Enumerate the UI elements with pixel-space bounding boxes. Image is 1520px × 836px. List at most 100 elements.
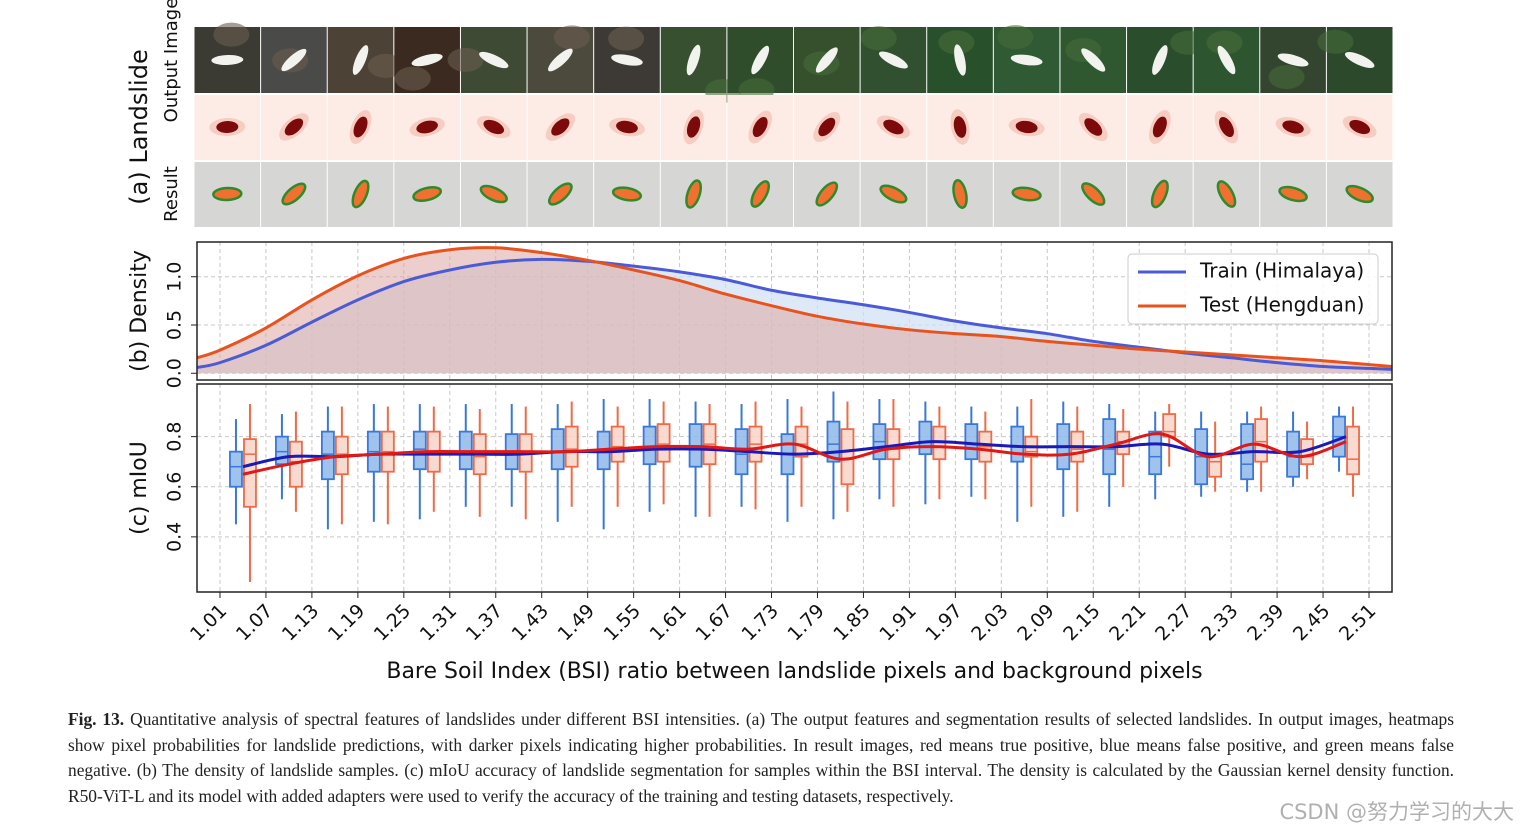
- x-tick-label: 2.03: [967, 600, 1012, 645]
- result-blob: [952, 178, 968, 210]
- result-blob: [815, 181, 839, 207]
- x-tick-label: 1.55: [600, 600, 645, 645]
- result-blob: [1278, 185, 1308, 203]
- result-blob: [1345, 184, 1374, 204]
- texture: [608, 26, 645, 51]
- heat-blob: [1015, 120, 1038, 134]
- x-tick-label: 2.39: [1243, 600, 1288, 645]
- landslide-scar: [954, 44, 966, 76]
- landslide-scar: [479, 51, 509, 69]
- landslide-scar: [352, 45, 369, 75]
- landslide-scar: [751, 45, 770, 75]
- texture: [394, 66, 431, 91]
- box: [275, 435, 289, 466]
- legend-label: Train (Himalaya): [1199, 259, 1364, 283]
- row-label: Result: [161, 166, 182, 222]
- result-blob: [1011, 186, 1042, 202]
- result-blob: [281, 182, 307, 206]
- y-tick-label: 0.0: [164, 358, 186, 388]
- x-tick-label: 2.09: [1013, 600, 1058, 645]
- x-tick-label: 1.31: [416, 600, 461, 645]
- plot-frame: [196, 383, 1393, 593]
- density-line: [196, 257, 1393, 371]
- heat-blob: [1152, 116, 1167, 138]
- x-tick-label: 1.73: [737, 600, 782, 645]
- legend: [1127, 253, 1379, 325]
- landslide-scar: [1217, 45, 1236, 75]
- landslide-scar: [1344, 52, 1375, 68]
- x-tick-label: 1.49: [554, 600, 599, 645]
- x-tick-label: 2.51: [1335, 600, 1380, 645]
- result-blob: [212, 186, 243, 202]
- result-blob: [879, 184, 908, 204]
- texture: [997, 25, 1034, 50]
- x-tick-label: 1.85: [829, 600, 874, 645]
- result-blob: [1216, 180, 1237, 208]
- box: [610, 425, 625, 463]
- x-tick-label: 1.43: [508, 600, 553, 645]
- x-tick-label: 1.97: [921, 600, 966, 645]
- box: [794, 425, 809, 458]
- heat-blob: [551, 118, 570, 136]
- x-tick-label: 1.37: [462, 600, 507, 645]
- texture: [213, 22, 250, 47]
- heat-blob: [284, 118, 304, 136]
- landslide-scar: [1081, 48, 1106, 72]
- result-blob: [750, 180, 771, 208]
- box: [964, 423, 979, 461]
- y-tick-label: 1.0: [164, 262, 186, 292]
- heat-blob: [1218, 116, 1234, 138]
- x-tick-label: 1.13: [278, 600, 323, 645]
- heat-blob: [416, 120, 438, 134]
- x-tick-label: 1.19: [324, 600, 369, 645]
- box: [564, 425, 579, 468]
- box: [1254, 418, 1269, 463]
- x-tick-label: 1.07: [232, 600, 277, 645]
- x-tick-label: 1.61: [646, 600, 691, 645]
- result-blob: [547, 182, 573, 206]
- heat-blob: [1084, 118, 1103, 136]
- landslide-scar: [1152, 45, 1168, 75]
- heat-blob: [216, 120, 239, 134]
- x-tick-label: 2.33: [1197, 600, 1242, 645]
- trend-line: [242, 432, 1347, 476]
- caption-label: Fig. 13.: [68, 709, 125, 729]
- x-tick-label: 1.01: [186, 600, 231, 645]
- result-blob: [1150, 179, 1169, 209]
- row-label: Output Image: [161, 0, 182, 122]
- figure: (a) Landslide Output Image Result 0.0 0.5…: [125, 0, 1393, 684]
- panel-a-label: (a) Landslide: [125, 49, 153, 204]
- y-tick-label: 0.6: [164, 472, 186, 502]
- thumbnail-grid: [194, 22, 1393, 227]
- y-axis-label: (b) Density: [127, 250, 152, 372]
- texture: [447, 47, 484, 72]
- x-tick-label: 2.21: [1105, 600, 1150, 645]
- watermark: CSDN @努力学习的大大: [1279, 800, 1514, 824]
- box: [1148, 430, 1163, 476]
- heat-blob: [883, 119, 904, 135]
- landslide-scar: [878, 51, 908, 69]
- box: [1010, 425, 1025, 463]
- texture: [938, 30, 975, 55]
- texture: [1268, 65, 1305, 90]
- texture: [553, 25, 590, 50]
- box: [550, 428, 565, 471]
- x-tick-label: 1.67: [692, 600, 737, 645]
- heat-blob: [752, 116, 768, 138]
- landslide-scar: [281, 48, 307, 72]
- trend-line: [242, 435, 1347, 469]
- plot-area: [197, 384, 1392, 592]
- result-blob: [412, 186, 443, 202]
- y-tick-label: 0.8: [164, 422, 186, 452]
- box: [918, 420, 933, 456]
- y-tick-label: 0.4: [164, 522, 186, 552]
- legend-label: Test (Hengduan): [1199, 293, 1364, 317]
- x-tick-label: 1.25: [370, 600, 415, 645]
- x-tick-label: 1.79: [783, 600, 828, 645]
- plot-frame: [196, 241, 1393, 381]
- heat-blob: [353, 116, 368, 138]
- heat-blob: [818, 117, 836, 137]
- y-tick-label: 0.5: [164, 310, 186, 340]
- result-blob: [479, 184, 508, 204]
